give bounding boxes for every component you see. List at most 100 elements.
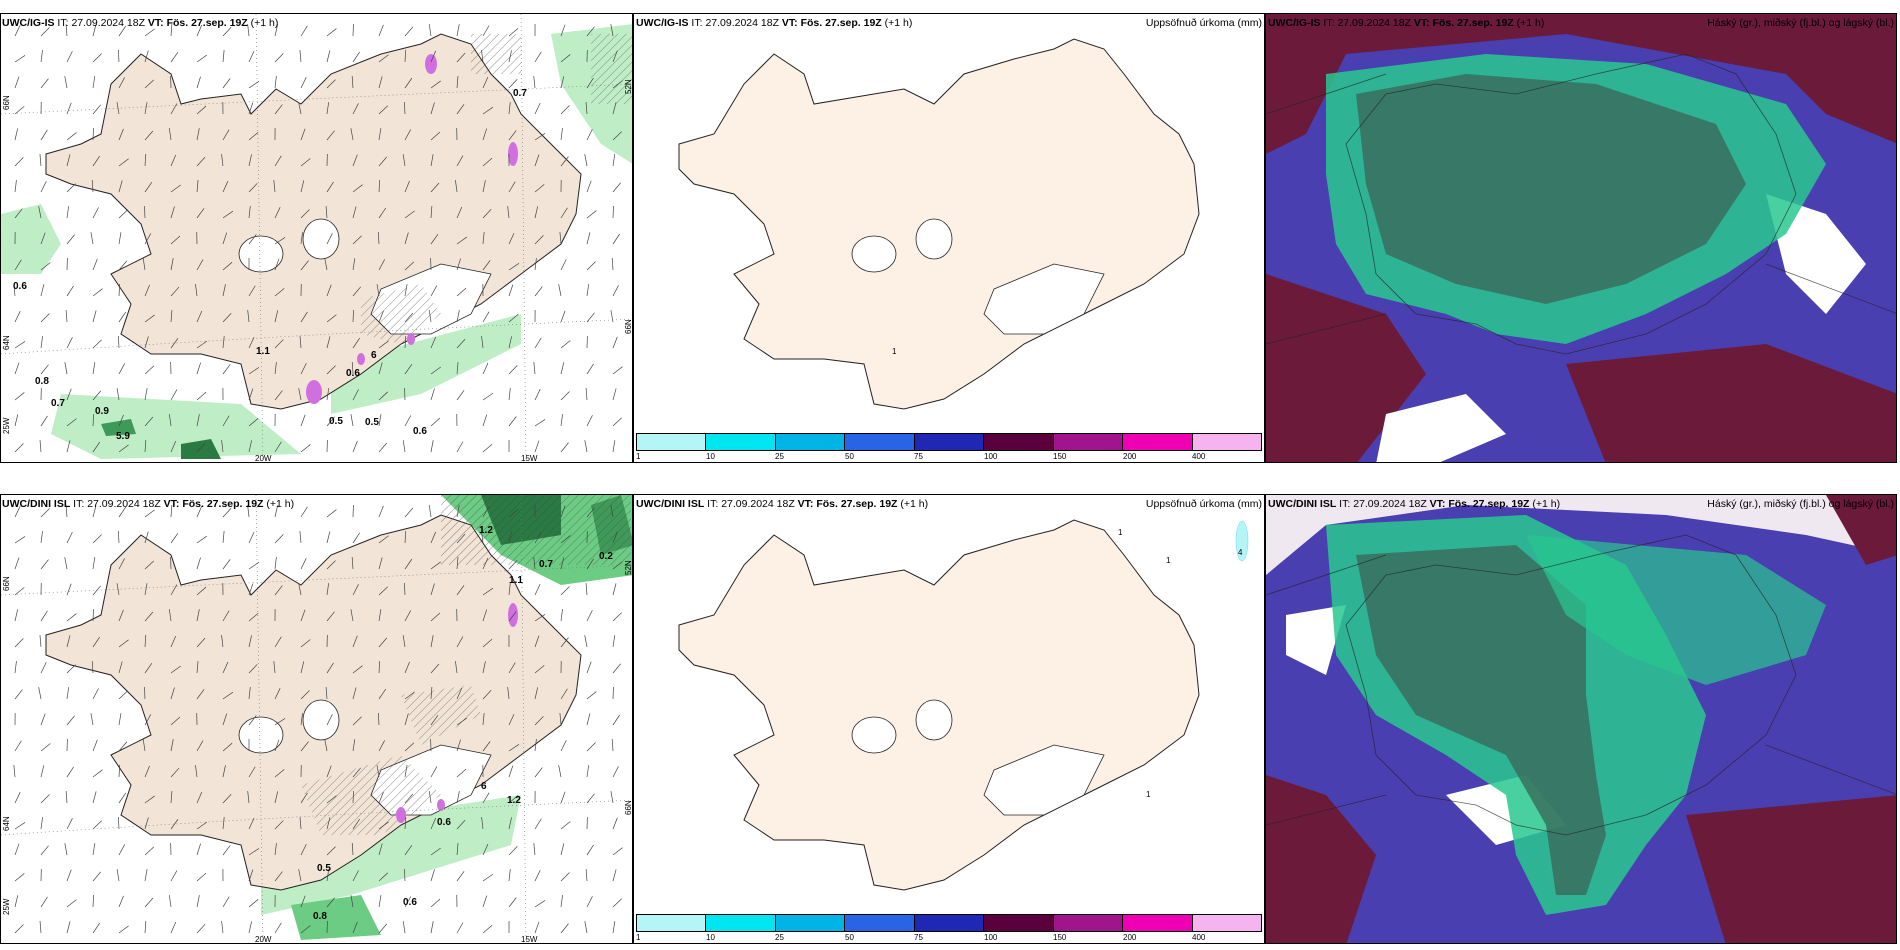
wind-barb [534, 286, 543, 297]
wind-barb [222, 817, 225, 830]
wind-barb [66, 337, 73, 349]
wind-barb [40, 794, 50, 804]
wind-barb [144, 560, 155, 570]
wind-barb [378, 923, 388, 934]
value-label: 1.2 [507, 795, 521, 806]
wind-barb [118, 713, 122, 726]
wind-barb [586, 284, 590, 297]
wind-barb [196, 535, 208, 544]
wind-barb [352, 635, 358, 648]
wind-barb [377, 712, 380, 726]
wind-barb [118, 260, 128, 271]
wind-barb [66, 869, 72, 882]
wind-barb [352, 51, 360, 63]
wind-barb [508, 365, 518, 375]
wind-barb [299, 50, 302, 63]
it-label: IT: [1323, 17, 1335, 29]
lat-label: 64N [2, 816, 11, 831]
wind-barb [92, 820, 102, 830]
wind-barb [482, 25, 490, 37]
value-label: 0.6 [413, 426, 427, 437]
colorbar-swatch [984, 434, 1054, 450]
wind-barb [612, 869, 617, 882]
wind-barb [430, 131, 441, 141]
wind-barb [274, 339, 284, 349]
wind-barb [508, 817, 512, 830]
wind-barb [612, 766, 619, 778]
wind-barb [560, 54, 571, 63]
wind-barb [326, 365, 336, 375]
wind-barb [195, 284, 198, 297]
wind-barb [300, 209, 310, 219]
value-label: 0.9 [95, 406, 109, 417]
wind-barb [404, 507, 414, 518]
wind-barb [508, 662, 516, 674]
wind-barb [40, 364, 49, 375]
wind-barb [326, 531, 331, 544]
wind-barb [456, 52, 466, 63]
wind-barb [352, 870, 359, 882]
wind-barb [196, 740, 204, 752]
wind-barb [430, 531, 436, 544]
wind-barb [248, 899, 259, 908]
wind-barb [533, 76, 536, 89]
value-label: 4 [1238, 548, 1243, 557]
wind-barb [352, 440, 358, 453]
wind-barb [404, 284, 408, 297]
wind-barb [559, 232, 562, 245]
wind-barb [326, 79, 336, 89]
precip-map-top: 1 [634, 14, 1264, 462]
value-label: 1 [1166, 556, 1171, 565]
wind-barb [560, 557, 565, 570]
wind-barb [222, 415, 230, 427]
wind-barb [274, 310, 279, 323]
lon-label: 25W [2, 417, 11, 434]
wind-barb [534, 440, 540, 453]
wind-barb [170, 505, 173, 518]
wind-barb [404, 765, 408, 778]
it-label: IT: [57, 17, 69, 29]
wind-barb [430, 561, 441, 570]
lead-time: (+1 h) [884, 17, 913, 29]
wind-barb [456, 585, 465, 596]
wind-barb [14, 180, 17, 193]
wind-barb [456, 557, 459, 570]
wind-barb [196, 821, 208, 830]
wind-barb [404, 582, 406, 596]
wind-barb [118, 558, 125, 570]
wind-barb [66, 285, 74, 297]
wind-barb [118, 209, 128, 219]
wind-barb [221, 921, 224, 934]
wind-barb [248, 531, 255, 544]
wind-barb [456, 441, 464, 453]
wind-barb [300, 363, 307, 375]
value-label: 0.7 [51, 398, 65, 409]
wind-barb [326, 28, 337, 37]
wind-barb [456, 768, 467, 778]
wind-barb [144, 795, 155, 804]
wind-barb [144, 416, 154, 427]
wind-barb [456, 687, 463, 700]
wind-barb [222, 180, 229, 193]
vt-value: Fös. 27.sep. 19Z [800, 17, 882, 29]
wind-barb [404, 868, 406, 882]
wind-barb [92, 413, 94, 427]
wind-barb [378, 688, 387, 700]
wind-barb [118, 444, 129, 453]
lead-time: (+1 h) [250, 17, 279, 29]
wind-panel-bottom: 1.2 0.7 1.1 0.2 1.2 0.6 0.5 0.8 0.6 6 66… [0, 494, 633, 944]
wind-barb [66, 687, 70, 700]
wind-barb [14, 76, 20, 89]
wind-barb [586, 558, 594, 570]
wind-barb [142, 739, 146, 752]
wind-barb [404, 232, 409, 245]
wind-barb [144, 205, 146, 219]
wind-barb [430, 612, 441, 622]
wind-barb [118, 764, 121, 778]
wind-barb [222, 50, 225, 63]
panel-header: UWC/IG-IS IT: 27.09.2024 18Z VT: Fös. 27… [2, 17, 278, 29]
wind-barb [274, 739, 280, 752]
wind-barb [404, 387, 406, 401]
wind-barb [92, 207, 99, 219]
colorbar-swatch [1123, 915, 1193, 931]
